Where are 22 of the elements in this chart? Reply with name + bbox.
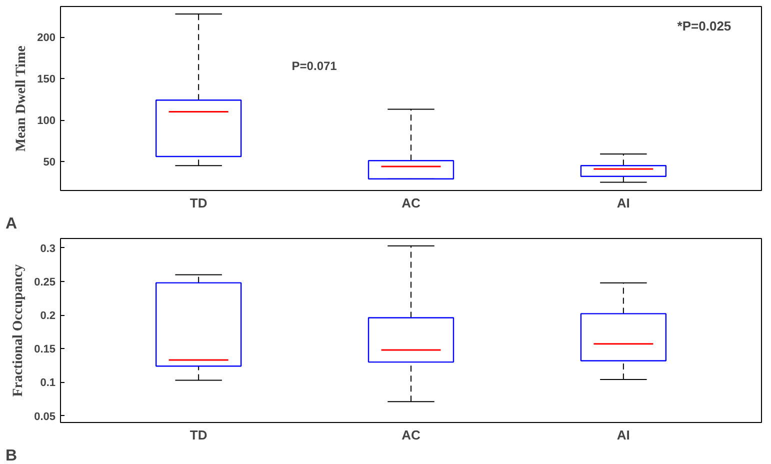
x-tick-label: AC <box>402 428 421 442</box>
y-tick-label: 0.15 <box>34 344 56 356</box>
y-tick-label: 150 <box>37 74 56 86</box>
text: A <box>6 216 18 232</box>
y-axis-title: Mean Dwell Time <box>14 46 30 152</box>
y-tick-label: 50 <box>43 156 56 168</box>
x-tick-label: TD <box>190 428 208 442</box>
x-tick-label: AI <box>616 428 630 442</box>
y-tick-label: 200 <box>37 32 56 44</box>
text: B <box>6 448 18 464</box>
x-tick-label: AI <box>616 196 630 210</box>
y-tick-label: 0.2 <box>40 310 56 322</box>
y-tick-label: 0.1 <box>40 377 56 390</box>
y-tick-label: 0.05 <box>34 410 56 423</box>
y-tick-label: 0.3 <box>40 242 56 255</box>
x-tick-label: TD <box>190 196 208 210</box>
y-axis-title: Fractional Occupancy <box>11 264 26 397</box>
y-tick-label: 0.25 <box>34 276 56 288</box>
y-tick-label: 100 <box>37 115 56 128</box>
annotation: *P=0.025 <box>677 18 732 34</box>
x-tick-label: AC <box>402 196 421 210</box>
annotation: P=0.071 <box>292 58 338 73</box>
